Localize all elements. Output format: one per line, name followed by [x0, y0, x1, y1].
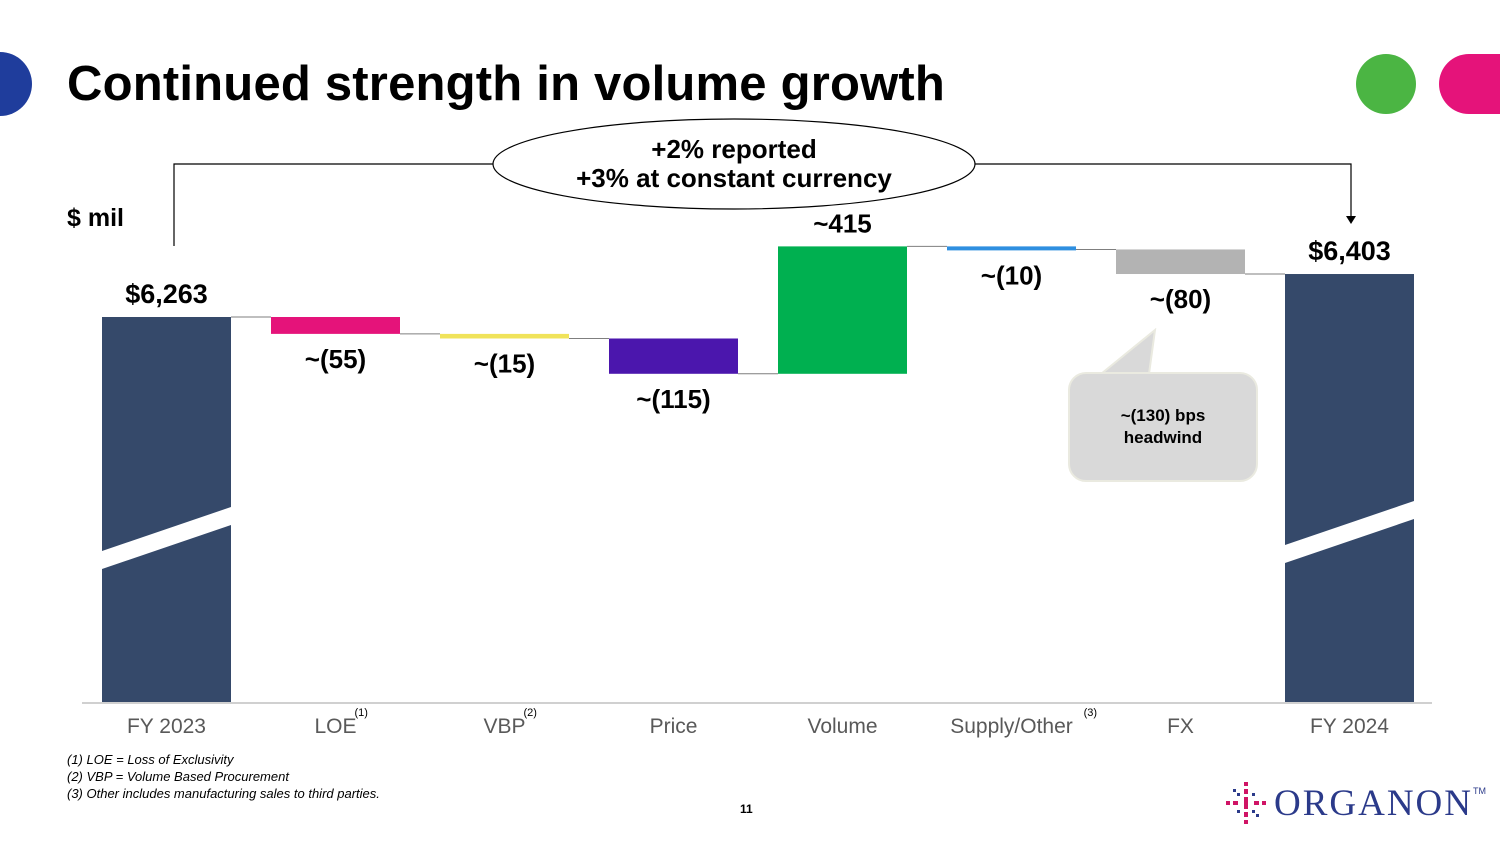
fx-headwind-callout: ~(130) bps headwind — [1068, 372, 1258, 482]
category-superscript-loe: (1) — [354, 707, 367, 719]
category-labels-layer: FY 2023 LOE(1) VBP(2) Price Volume Supply/Oth… — [127, 707, 1389, 738]
bar-price — [609, 338, 738, 374]
value-label-fy-2024: $6,403 — [1308, 236, 1391, 266]
footnote-1: (1) LOE = Loss of Exclusivity — [67, 752, 234, 767]
category-label-vbp: VBP — [483, 715, 525, 738]
waterfall-chart: $6,263 ~(55) ~(15) ~(115) ~415 ~(10) ~(80) $6,4… — [82, 118, 1432, 738]
axis-break-fy-2024 — [1285, 501, 1414, 563]
category-label-fy-2024: FY 2024 — [1310, 715, 1389, 738]
value-label-fy-2023: $6,263 — [125, 279, 208, 309]
callout-line-1: ~(130) bps — [1120, 406, 1206, 425]
bar-fy-2023 — [102, 317, 231, 702]
category-label-loe: LOE — [314, 715, 356, 738]
axis-break-fy-2023 — [102, 507, 231, 569]
value-labels-layer: $6,263 ~(55) ~(15) ~(115) ~415 ~(10) ~(80) $6,4… — [125, 208, 1391, 413]
value-label-price: ~(115) — [636, 384, 710, 414]
page-title: Continued strength in volume growth — [67, 57, 946, 111]
decor-pink-pill — [1439, 54, 1500, 114]
category-label-price: Price — [650, 715, 698, 738]
value-label-fx: ~(80) — [1150, 284, 1211, 314]
value-label-supply-other: ~(10) — [981, 260, 1042, 290]
summary-ellipse — [492, 118, 976, 210]
bar-fx — [1116, 249, 1245, 275]
category-label-supply-other: Supply/Other — [950, 715, 1073, 738]
decor-green-shape — [1356, 54, 1416, 114]
footnote-3: (3) Other includes manufacturing sales t… — [67, 786, 380, 801]
organon-logo-text: ORGANON — [1274, 782, 1473, 824]
category-superscript-supply-other: (3) — [1084, 707, 1097, 719]
unit-label: $ mil — [67, 204, 124, 232]
bar-vbp — [440, 333, 569, 339]
value-label-vbp: ~(15) — [474, 348, 535, 378]
decor-blue-half-circle — [0, 52, 32, 116]
bars-layer — [102, 246, 1414, 702]
summary-bracket-right — [974, 163, 1352, 217]
category-label-fy-2023: FY 2023 — [127, 715, 206, 738]
decor-green-circle — [1356, 54, 1416, 114]
callout-line-2: headwind — [1123, 428, 1203, 447]
value-label-volume: ~415 — [813, 208, 872, 238]
organon-logo-tm: TM — [1473, 786, 1486, 796]
bar-volume — [778, 246, 907, 374]
bar-loe — [271, 317, 400, 334]
category-superscript-vbp: (2) — [523, 707, 536, 719]
category-label-volume: Volume — [807, 715, 877, 738]
page-number: 11 — [740, 802, 753, 816]
decor-blue-shape — [0, 52, 32, 116]
organon-logo: ORGANON TM — [1224, 780, 1486, 826]
connectors-layer — [231, 245, 1285, 375]
bar-supply-other — [947, 246, 1076, 251]
callout-tail-shape — [1098, 328, 1157, 375]
value-label-loe: ~(55) — [305, 344, 366, 374]
organon-logo-icon — [1226, 782, 1266, 824]
summary-line-2: +3% at constant currency — [576, 163, 892, 193]
category-label-fx: FX — [1167, 715, 1194, 738]
summary-line-1: +2% reported — [651, 134, 816, 164]
decor-pink-shape — [1439, 54, 1500, 114]
summary-arrowhead — [1346, 216, 1356, 224]
summary-bracket-left — [173, 163, 495, 246]
callout-tail — [1098, 328, 1157, 375]
footnote-2: (2) VBP = Volume Based Procurement — [67, 769, 289, 784]
bar-fy-2024 — [1285, 274, 1414, 702]
